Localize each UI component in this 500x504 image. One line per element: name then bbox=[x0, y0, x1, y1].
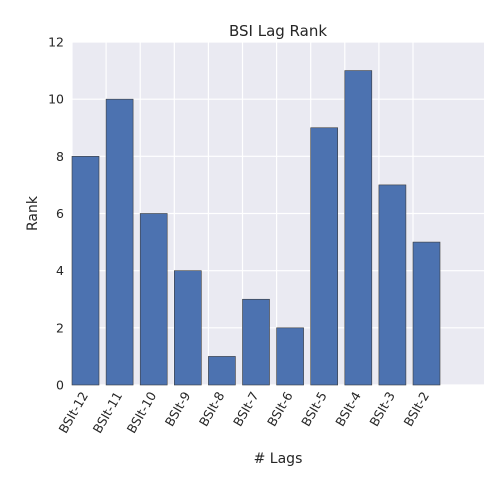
y-axis-ticks: 0 2 4 6 8 10 12 bbox=[48, 35, 64, 393]
bar bbox=[208, 356, 236, 386]
bar bbox=[310, 127, 339, 386]
y-tick-label: 0 bbox=[56, 378, 64, 393]
x-tick-label: BSIt-2 bbox=[400, 389, 432, 429]
y-tick-label: 8 bbox=[56, 149, 64, 164]
x-tick-label: BSIt-7 bbox=[230, 389, 262, 429]
x-tick-label: BSIt-5 bbox=[298, 389, 330, 429]
bar bbox=[242, 298, 270, 386]
bar bbox=[139, 213, 168, 386]
y-tick-label: 10 bbox=[48, 92, 64, 107]
y-axis-label: Rank bbox=[25, 195, 41, 231]
bar bbox=[276, 327, 304, 386]
y-tick-label: 12 bbox=[48, 35, 64, 50]
x-tick-label: BSIt-8 bbox=[196, 389, 228, 429]
bar bbox=[344, 70, 373, 386]
x-tick-label: BSIt-12 bbox=[55, 389, 91, 436]
y-tick-label: 2 bbox=[56, 320, 64, 335]
bar bbox=[105, 98, 134, 386]
x-axis-label: # Lags bbox=[254, 451, 303, 467]
x-tick-label: BSIt-4 bbox=[332, 389, 364, 429]
x-tick-label: BSIt-6 bbox=[264, 389, 296, 429]
bar bbox=[412, 241, 441, 386]
chart-title: BSI Lag Rank bbox=[229, 22, 327, 40]
y-tick-label: 6 bbox=[56, 206, 64, 221]
y-tick-label: 4 bbox=[56, 263, 64, 278]
x-tick-label: BSIt-11 bbox=[90, 389, 126, 436]
bars bbox=[71, 70, 441, 386]
x-tick-label: BSIt-10 bbox=[124, 389, 160, 436]
bar bbox=[71, 156, 100, 386]
bar bbox=[174, 270, 202, 386]
x-tick-label: BSIt-9 bbox=[162, 389, 194, 429]
x-tick-label: BSIt-3 bbox=[366, 389, 398, 429]
bar bbox=[378, 184, 407, 386]
